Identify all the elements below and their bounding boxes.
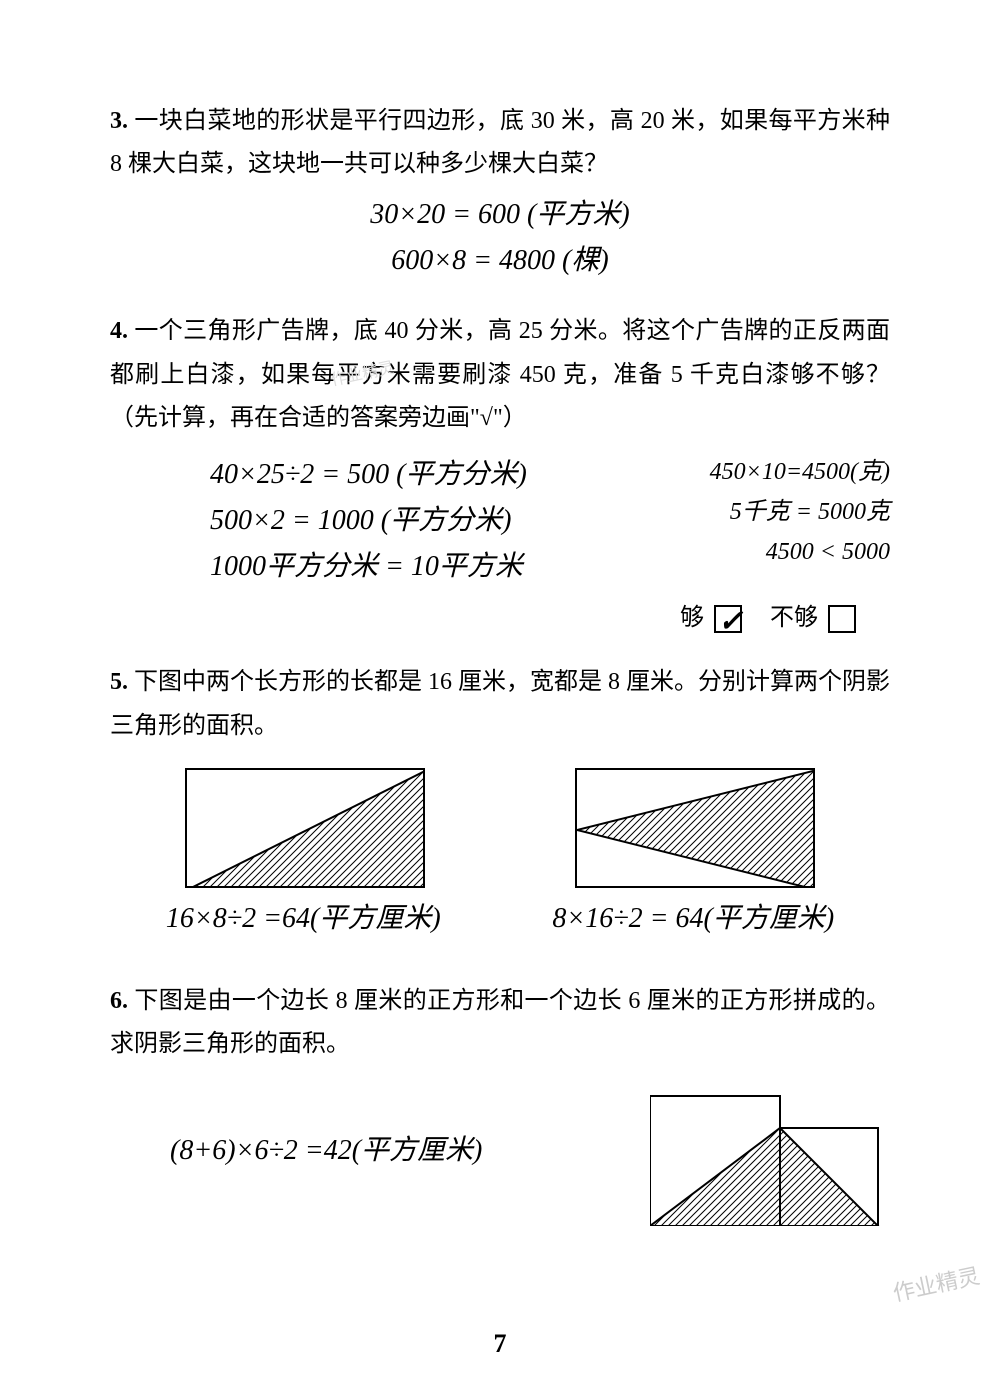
problem-5-num: 5. bbox=[110, 669, 128, 695]
p4-left1: 40×25÷2 = 500 (平方分米) bbox=[210, 454, 650, 496]
p4-left2: 500×2 = 1000 (平方分米) bbox=[210, 500, 650, 542]
p3-answer-line2: 600×8 = 4800 (棵) bbox=[110, 240, 890, 282]
choice-enough-label: 够 bbox=[680, 605, 704, 631]
page-number: 7 bbox=[494, 1329, 507, 1359]
problem-3-answer: 30×20 = 600 (平方米) 600×8 = 4800 (棵) bbox=[110, 194, 890, 282]
p4-right-col: 450×10=4500(克) 5千克 = 5000克 4500 < 5000 bbox=[670, 450, 890, 592]
checkmark-icon: ✓ bbox=[718, 599, 743, 644]
choice-not-enough-label: 不够 bbox=[770, 605, 818, 631]
problem-6-text: 6. 下图是由一个边长 8 厘米的正方形和一个边长 6 厘米的正方形拼成的。求阴… bbox=[110, 980, 890, 1066]
p4-left-col: 40×25÷2 = 500 (平方分米) 500×2 = 1000 (平方分米)… bbox=[210, 450, 650, 592]
p6-layout: (8+6)×6÷2 =42(平方厘米) bbox=[110, 1076, 890, 1226]
checkbox-enough[interactable]: ✓ bbox=[714, 605, 742, 633]
p4-right1: 450×10=4500(克) bbox=[670, 454, 890, 490]
p4-right3: 4500 < 5000 bbox=[670, 534, 890, 570]
problem-4: 4. 一个三角形广告牌，底 40 分米，高 25 分米。将这个广告牌的正反两面都… bbox=[110, 310, 890, 633]
problem-3: 3. 一块白菜地的形状是平行四边形，底 30 米，高 20 米，如果每平方米种 … bbox=[110, 100, 890, 282]
problem-3-text: 3. 一块白菜地的形状是平行四边形，底 30 米，高 20 米，如果每平方米种 … bbox=[110, 100, 890, 186]
problem-3-num: 3. bbox=[110, 108, 128, 134]
problem-3-body: 一块白菜地的形状是平行四边形，底 30 米，高 20 米，如果每平方米种 8 棵… bbox=[110, 108, 890, 177]
problem-6: 6. 下图是由一个边长 8 厘米的正方形和一个边长 6 厘米的正方形拼成的。求阴… bbox=[110, 980, 890, 1226]
checkbox-not-enough[interactable] bbox=[828, 605, 856, 633]
watermark-bottom: 作业精灵 bbox=[890, 1258, 983, 1308]
problem-5-body: 下图中两个长方形的长都是 16 厘米，宽都是 8 厘米。分别计算两个阴影三角形的… bbox=[110, 669, 890, 738]
problem-5: 5. 下图中两个长方形的长都是 16 厘米，宽都是 8 厘米。分别计算两个阴影三… bbox=[110, 661, 890, 939]
p3-answer-line1: 30×20 = 600 (平方米) bbox=[110, 194, 890, 236]
p6-answer: (8+6)×6÷2 =42(平方厘米) bbox=[170, 1135, 482, 1166]
p5-figure-right bbox=[575, 768, 815, 888]
problem-4-work: 40×25÷2 = 500 (平方分米) 500×2 = 1000 (平方分米)… bbox=[210, 450, 890, 592]
p4-right2: 5千克 = 5000克 bbox=[670, 494, 890, 530]
p4-left3: 1000平方分米 = 10平方米 bbox=[210, 546, 650, 588]
p5-figures bbox=[110, 768, 890, 888]
problem-6-num: 6. bbox=[110, 988, 128, 1014]
problem-6-body: 下图是由一个边长 8 厘米的正方形和一个边长 6 厘米的正方形拼成的。求阴影三角… bbox=[110, 988, 890, 1057]
problem-4-body: 一个三角形广告牌，底 40 分米，高 25 分米。将这个广告牌的正反两面都刷上白… bbox=[110, 318, 890, 430]
p4-choices: 够 ✓ 不够 bbox=[110, 597, 860, 633]
p5-figure-left bbox=[185, 768, 425, 888]
p5-answer-left: 16×8÷2 =64(平方厘米) bbox=[166, 898, 441, 940]
p5-answer-right: 8×16÷2 = 64(平方厘米) bbox=[552, 898, 834, 940]
problem-5-text: 5. 下图中两个长方形的长都是 16 厘米，宽都是 8 厘米。分别计算两个阴影三… bbox=[110, 661, 890, 747]
problem-4-num: 4. bbox=[110, 318, 128, 344]
problem-4-text: 4. 一个三角形广告牌，底 40 分米，高 25 分米。将这个广告牌的正反两面都… bbox=[110, 310, 890, 440]
p6-figure bbox=[650, 1076, 890, 1226]
p5-answers: 16×8÷2 =64(平方厘米) 8×16÷2 = 64(平方厘米) bbox=[110, 898, 890, 940]
p6-answer-box: (8+6)×6÷2 =42(平方厘米) bbox=[110, 1130, 630, 1172]
